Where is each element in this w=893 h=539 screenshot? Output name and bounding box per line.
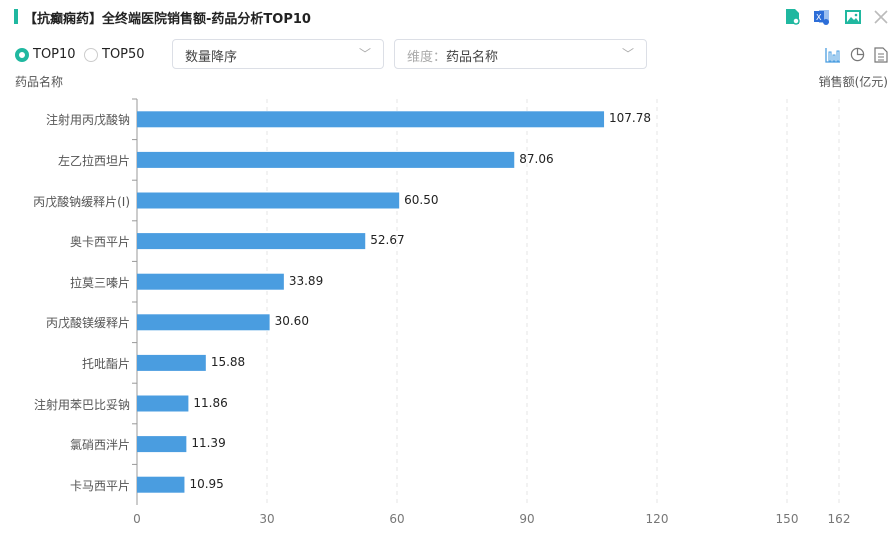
bar[interactable] <box>137 273 284 290</box>
bar[interactable] <box>137 395 189 412</box>
bar[interactable] <box>137 192 400 209</box>
data-label: 60.50 <box>404 192 439 207</box>
radio-label: TOP50 <box>102 47 145 62</box>
bar[interactable] <box>137 111 605 128</box>
y-tick-label: 托吡酯片 <box>81 356 130 371</box>
image-export-icon[interactable] <box>844 8 862 26</box>
radio-checked-icon <box>15 47 29 62</box>
x-tick-label: 30 <box>259 512 275 526</box>
data-label: 30.60 <box>274 314 309 329</box>
bar[interactable] <box>137 354 206 371</box>
y-tick-label: 左乙拉西坦片 <box>57 153 130 168</box>
bar[interactable] <box>137 476 185 493</box>
page-title: 【抗癫痫药】全终端医院销售额-药品分析TOP10 <box>24 12 311 27</box>
x-tick-label: 120 <box>645 512 669 526</box>
sort-select[interactable]: 数量降序 ﹀ <box>172 39 384 69</box>
x-tick-label: 162 <box>827 512 851 526</box>
dimension-label: 维度： <box>407 50 447 65</box>
x-tick-label: 60 <box>389 512 405 526</box>
bar[interactable] <box>137 314 270 331</box>
x-tick-label: 90 <box>519 512 535 526</box>
data-label: 33.89 <box>288 273 324 288</box>
data-label: 107.78 <box>609 111 652 126</box>
table-icon[interactable] <box>874 47 888 63</box>
close-icon[interactable] <box>872 8 890 26</box>
data-label: 52.67 <box>370 233 405 248</box>
radio-top50[interactable]: TOP50 <box>84 47 145 62</box>
pie-chart-icon[interactable] <box>850 47 865 62</box>
data-label: 87.06 <box>519 151 554 166</box>
file-search-icon[interactable] <box>784 8 802 26</box>
bar[interactable] <box>137 233 366 250</box>
chevron-down-icon: ﹀ <box>358 47 371 61</box>
dimension-select[interactable]: 维度：药品名称 ﹀ <box>394 39 647 69</box>
y-tick-label: 丙戊酸钠缓释片(Ⅰ) <box>33 194 130 209</box>
chevron-down-icon: ﹀ <box>621 47 634 61</box>
data-label: 10.95 <box>189 476 224 491</box>
sort-select-value: 数量降序 <box>185 50 238 65</box>
y-tick-label: 卡马西平片 <box>69 478 130 493</box>
data-label: 11.86 <box>193 395 228 410</box>
y-tick-label: 拉莫三嗪片 <box>69 275 130 290</box>
title-accent-bar <box>14 9 18 24</box>
radio-unchecked-icon <box>84 47 98 62</box>
svg-text:X: X <box>816 13 822 22</box>
bar[interactable] <box>137 436 187 453</box>
dimension-value: 药品名称 <box>446 50 499 65</box>
data-label: 15.88 <box>210 354 246 369</box>
y-tick-label: 注射用苯巴比妥钠 <box>33 397 130 412</box>
y-axis-title: 药品名称 <box>15 75 64 89</box>
data-label: 11.39 <box>191 436 226 451</box>
y-tick-label: 氯硝西泮片 <box>69 438 130 453</box>
bar-chart-icon[interactable] <box>825 47 841 63</box>
y-tick-label: 注射用丙戊酸钠 <box>45 113 130 128</box>
y-tick-label: 奥卡西平片 <box>69 235 130 250</box>
bar[interactable] <box>137 151 515 168</box>
x-axis-title: 销售额(亿元) <box>818 75 888 89</box>
x-tick-label: 0 <box>133 512 141 526</box>
radio-top10[interactable]: TOP10 <box>15 47 76 62</box>
y-tick-label: 丙戊酸镁缓释片 <box>45 316 130 331</box>
radio-label: TOP10 <box>33 47 76 62</box>
x-tick-label: 150 <box>775 512 799 526</box>
excel-export-icon[interactable]: X <box>813 8 831 26</box>
